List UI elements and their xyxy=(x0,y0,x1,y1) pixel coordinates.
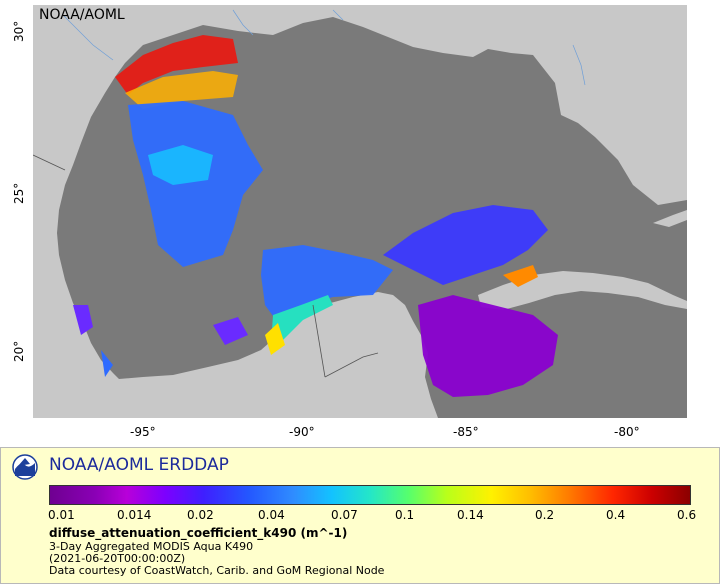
central-gulf-data xyxy=(261,245,393,323)
gulf-of-mexico-map xyxy=(33,5,687,418)
colorbar-tick: 0.2 xyxy=(535,508,555,522)
data-courtesy: Data courtesy of CoastWatch, Carib. and … xyxy=(49,564,385,577)
colorbar-tick: 0.14 xyxy=(457,508,484,522)
product-description: 3-Day Aggregated MODIS Aqua K490 xyxy=(49,540,254,553)
x-tick-label: -85° xyxy=(453,425,479,439)
noaa-logo-icon xyxy=(12,454,38,480)
y-tick-label: 30° xyxy=(12,20,26,42)
eastern-gulf-data xyxy=(383,205,548,285)
us-landmass xyxy=(33,5,687,379)
legend-title: NOAA/AOML ERDDAP xyxy=(49,455,229,475)
western-gulf-data xyxy=(128,101,263,267)
colorbar-tick: 0.1 xyxy=(395,508,415,522)
time-range: (2021-06-20T00:00:00Z) xyxy=(49,552,186,565)
colorbar-tick: 0.6 xyxy=(677,508,697,522)
legend-panel: NOAA/AOML ERDDAP 0.01 0.014 0.02 0.04 0.… xyxy=(0,447,720,584)
caribbean-data xyxy=(418,295,558,397)
colorbar-tick: 0.04 xyxy=(258,508,285,522)
colorbar-tick: 0.014 xyxy=(117,508,152,522)
colorbar-tick: 0.01 xyxy=(48,508,75,522)
colorbar-tick: 0.07 xyxy=(331,508,358,522)
map-area: NOAA/AOML xyxy=(33,5,687,418)
colorbar xyxy=(49,485,691,505)
x-tick-label: -80° xyxy=(614,425,640,439)
y-tick-label: 25° xyxy=(12,182,26,204)
y-tick-label: 20° xyxy=(12,340,26,362)
variable-name: diffuse_attenuation_coefficient_k490 (m^… xyxy=(49,526,348,540)
map-credit: NOAA/AOML xyxy=(39,7,125,23)
mexico-south xyxy=(33,292,438,418)
x-tick-label: -90° xyxy=(289,425,315,439)
coastal-high-values xyxy=(115,35,238,95)
colorbar-tick: 0.4 xyxy=(606,508,626,522)
x-tick-label: -95° xyxy=(130,425,156,439)
colorbar-tick: 0.02 xyxy=(187,508,214,522)
